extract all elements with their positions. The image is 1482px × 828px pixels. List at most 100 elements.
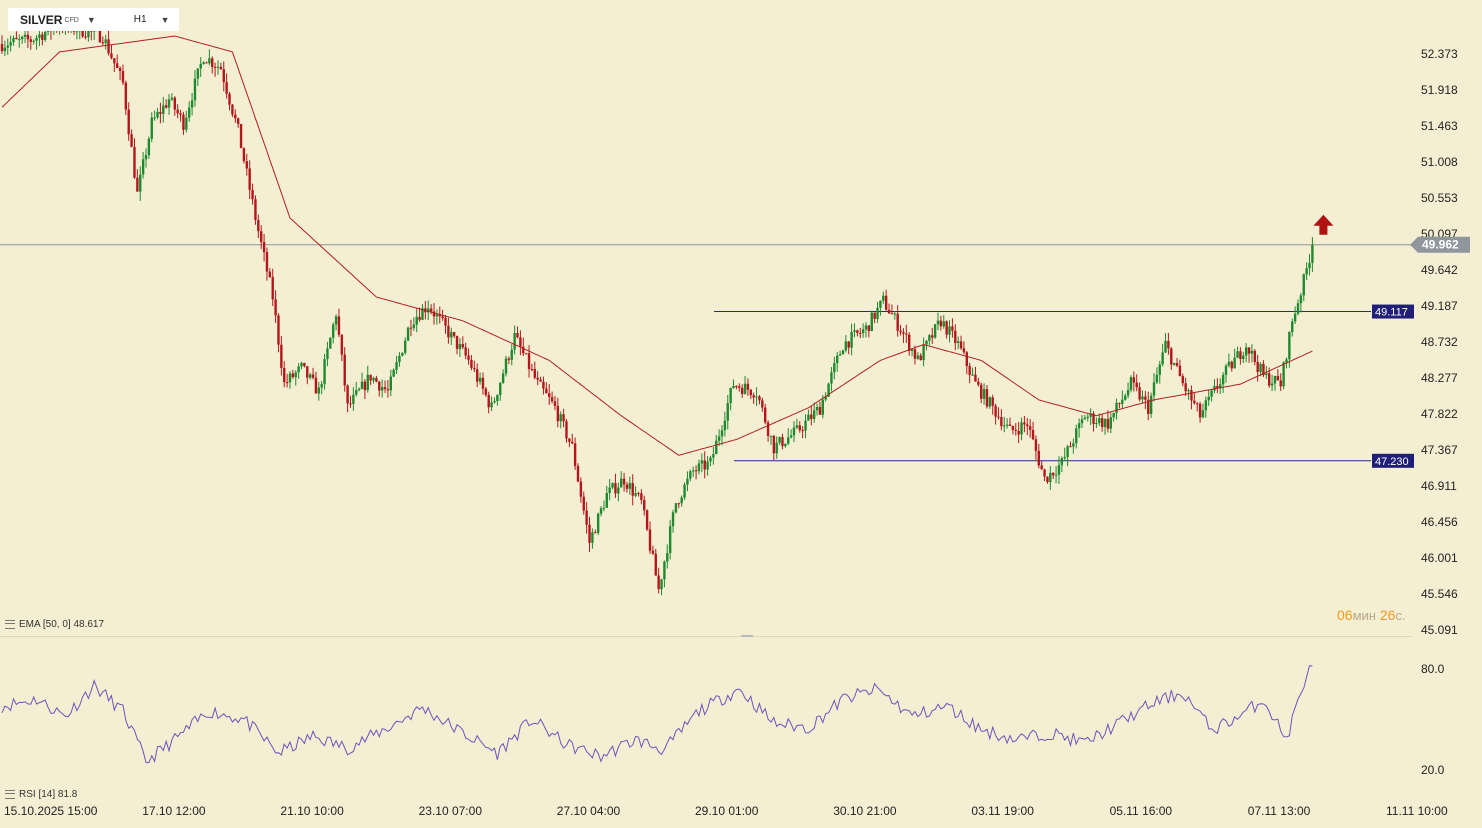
- price-axis[interactable]: 52.37351.91851.46351.00850.55350.09749.6…: [1372, 47, 1470, 637]
- candle-body: [173, 97, 176, 110]
- symbol-dropdown-icon[interactable]: ▼: [86, 14, 96, 25]
- candle-body: [1253, 350, 1256, 362]
- symbol-bar[interactable]: SILVER CFD ▼ H1 ▼: [8, 8, 179, 31]
- candle-body: [340, 334, 344, 355]
- candle-body: [740, 387, 744, 394]
- indicator-settings-icon[interactable]: [5, 790, 15, 799]
- candle-body: [807, 414, 810, 421]
- candle-body: [1302, 274, 1305, 296]
- candle-body: [185, 117, 188, 130]
- candle-body: [706, 461, 709, 470]
- candle-body: [720, 430, 724, 437]
- candle-body: [1089, 413, 1092, 417]
- candle-body: [1129, 377, 1133, 390]
- candle-body: [585, 510, 588, 525]
- current-price-label: 49.962: [1422, 238, 1459, 252]
- candle-body: [692, 470, 695, 472]
- pane-resize-handle[interactable]: [741, 635, 753, 637]
- rsi-indicator-label[interactable]: RSI [14] 81.8: [5, 789, 77, 800]
- pane-divider[interactable]: [0, 636, 1412, 637]
- candle-body: [942, 321, 945, 327]
- candle-body: [556, 405, 560, 422]
- candle-body: [533, 369, 536, 378]
- candle-body: [594, 532, 597, 534]
- candle-body: [1075, 428, 1078, 444]
- candle-body: [245, 161, 248, 169]
- candle-body: [550, 396, 554, 402]
- price-tick-label: 51.463: [1421, 119, 1458, 133]
- candle-body: [1028, 426, 1032, 430]
- candle-body: [418, 316, 421, 320]
- candle-body: [916, 355, 920, 359]
- symbol-name[interactable]: SILVER: [20, 12, 63, 27]
- candle-body: [680, 497, 683, 504]
- candle-body: [988, 397, 992, 407]
- rsi-layer: 80.0 20.0: [1, 662, 1445, 777]
- candle-body: [743, 383, 747, 394]
- candle-body: [818, 406, 822, 415]
- candle-body: [553, 401, 557, 406]
- ema-indicator-label[interactable]: EMA [50, 0] 48.617: [5, 619, 104, 630]
- time-tick-label: 03.11 19:00: [971, 804, 1034, 818]
- candle-body: [1011, 425, 1015, 430]
- candle-body: [308, 374, 312, 378]
- candle-body: [689, 471, 692, 479]
- candle-body: [928, 335, 931, 341]
- candle-body: [599, 508, 603, 514]
- candle-body: [1147, 399, 1150, 414]
- candle-body: [910, 349, 914, 351]
- candle-body: [490, 402, 493, 408]
- candle-body: [674, 503, 678, 513]
- candle-body: [435, 314, 439, 317]
- candle-body: [38, 34, 41, 38]
- candle-body: [620, 478, 623, 488]
- candle-body: [1204, 400, 1208, 411]
- candle-body: [769, 435, 773, 437]
- candle-body: [738, 386, 741, 388]
- candle-body: [853, 330, 856, 332]
- candle-body: [1026, 424, 1029, 427]
- candle-body: [1098, 418, 1101, 424]
- candle-body: [182, 114, 185, 130]
- candle-body: [1161, 352, 1164, 365]
- candle-body: [1276, 375, 1280, 381]
- candle-body: [404, 340, 407, 353]
- candle-body: [536, 377, 539, 380]
- candle-body: [729, 388, 732, 404]
- timeframe-dropdown-icon[interactable]: ▼: [160, 14, 170, 25]
- candle-body: [144, 155, 148, 160]
- candle-body: [896, 313, 899, 331]
- timeframe-selector[interactable]: H1: [133, 14, 147, 25]
- price-tick-label: 49.642: [1421, 263, 1458, 277]
- candle-body: [1201, 410, 1205, 418]
- candle-body: [608, 487, 611, 494]
- candle-body: [614, 483, 617, 494]
- candle-body: [470, 359, 473, 368]
- price-tick-label: 51.918: [1421, 83, 1458, 97]
- candle-body: [208, 58, 211, 64]
- candle-body: [23, 34, 27, 37]
- indicator-settings-icon[interactable]: [5, 620, 15, 629]
- candle-body: [452, 332, 456, 336]
- candle-body: [141, 159, 145, 175]
- candle-body: [749, 389, 752, 396]
- candle-body: [1305, 268, 1308, 275]
- candle-body: [939, 320, 943, 327]
- candle-body: [919, 355, 922, 361]
- candle-body: [398, 355, 401, 363]
- candle-body: [925, 340, 928, 345]
- candle-body: [406, 327, 410, 341]
- candle-body: [1144, 396, 1147, 400]
- candle-body: [867, 325, 871, 332]
- candle-body: [401, 352, 404, 356]
- candle-body: [170, 97, 174, 100]
- time-axis[interactable]: 15.10.2025 15:00 17.10 12:00 21.10 10:00 23…: [4, 804, 1448, 818]
- candle-body: [565, 421, 568, 439]
- candle-body: [473, 367, 476, 370]
- candle-body: [216, 66, 220, 68]
- price-tick-label: 46.456: [1421, 515, 1458, 529]
- candle-body: [781, 437, 784, 447]
- candle-body: [974, 374, 977, 382]
- candle-body: [838, 354, 842, 356]
